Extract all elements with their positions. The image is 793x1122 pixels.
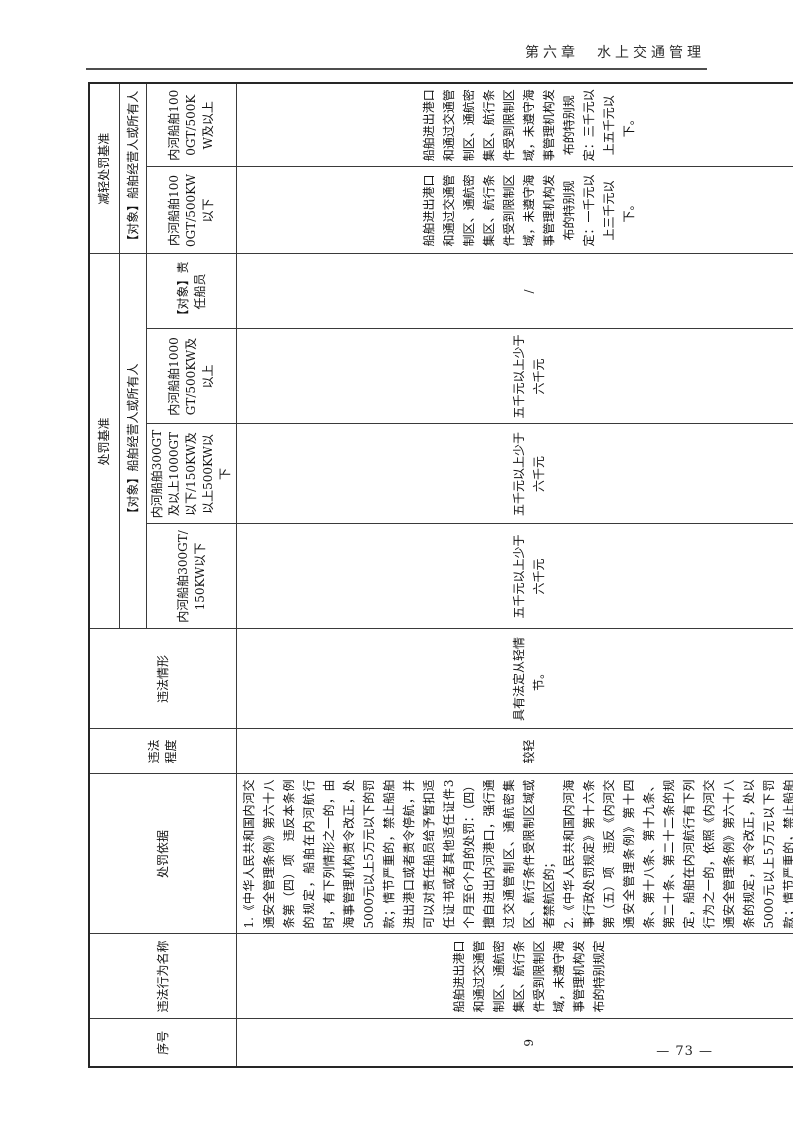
cell-chengdu: 较轻 (236, 729, 793, 774)
header-sub-mid-vessel: 内河船舶300GT及以上1000GT以下/150KW及以上500KW以下 (146, 424, 237, 524)
cell-yiju: 1.《中华人民共和国内河交通安全管理条例》第六十八条第（四）项 违反本条例的规定… (236, 774, 793, 934)
header-row-level1: 序号 违法行为名称 处罚依据 违法程度 违法情形 处罚基准 减轻处罚基准 (89, 82, 237, 1067)
cell-xuhao: 9 (236, 1019, 793, 1067)
header-qingxing: 违法情形 (89, 629, 237, 729)
header-jq-sub-small-vessel: 内河船舶1000GT/500KW以下 (146, 166, 237, 254)
cell-jianqing-large: 船舶进出港口和通过交通管制区、通航密集区、航行条件受到限制区域，未遵守海事管理机… (236, 82, 793, 167)
header-jq-sub-large-vessel: 内河船舶1000GT/500KW及以上 (146, 82, 237, 167)
cell-crew: / (236, 253, 793, 329)
table-row: 9 船舶进出港口和通过交通管制区、通航密集区、航行条件受到限制区域，未遵守海事管… (236, 82, 793, 1067)
header-jianqing-target: 【对象】船舶经营人或所有人 (119, 82, 147, 254)
rotated-table-container: 序号 违法行为名称 处罚依据 违法程度 违法情形 处罚基准 减轻处罚基准 【对象… (88, 81, 793, 1068)
header-yiju: 处罚依据 (89, 774, 237, 934)
header-sub-large-vessel: 内河船舶1000GT/500KW及以上 (146, 329, 237, 424)
header-xuhao: 序号 (89, 1019, 237, 1067)
yiju-item-2: 2.《中华人民共和国内河海事行政处罚规定》第十六条第（五）项 违反《内河交通安全… (562, 779, 793, 929)
header-rule-divider (86, 68, 707, 70)
cell-qingxing: 具有法定从轻情节。 (236, 629, 793, 729)
chapter-header: 第六章 水上交通管理 (525, 45, 705, 61)
penalty-standards-table: 序号 违法行为名称 处罚依据 违法程度 违法情形 处罚基准 减轻处罚基准 【对象… (88, 81, 793, 1068)
cell-jianqing-small: 船舶进出港口和通过交通管制区、通航密集区、航行条件受到限制区域，未遵守海事管理机… (236, 166, 793, 254)
header-chufa-target: 【对象】船舶经营人或所有人 (119, 253, 147, 629)
cell-base-small: 五千元以上少于六千元 (236, 524, 793, 629)
header-group-chufa-jizhun: 处罚基准 (89, 253, 120, 629)
header-group-jianqing-jizhun: 减轻处罚基准 (89, 82, 120, 254)
header-crew-target: 【对象】责任船员 (146, 253, 237, 329)
cell-base-mid: 五千元以上少于六千元 (236, 424, 793, 524)
page-number: — 73 — (656, 1044, 713, 1059)
header-chengdu: 违法程度 (89, 729, 237, 774)
header-mingcheng: 违法行为名称 (89, 934, 237, 1019)
header-sub-small-vessel: 内河船舶300GT/150KW以下 (146, 524, 237, 629)
yiju-item-1: 1.《中华人民共和国内河交通安全管理条例》第六十八条第（四）项 违反本条例的规定… (242, 779, 556, 929)
cell-mingcheng: 船舶进出港口和通过交通管制区、通航密集区、航行条件受到限制区域，未遵守海事管理机… (236, 934, 793, 1019)
cell-base-large: 五千元以上少于六千元 (236, 329, 793, 424)
